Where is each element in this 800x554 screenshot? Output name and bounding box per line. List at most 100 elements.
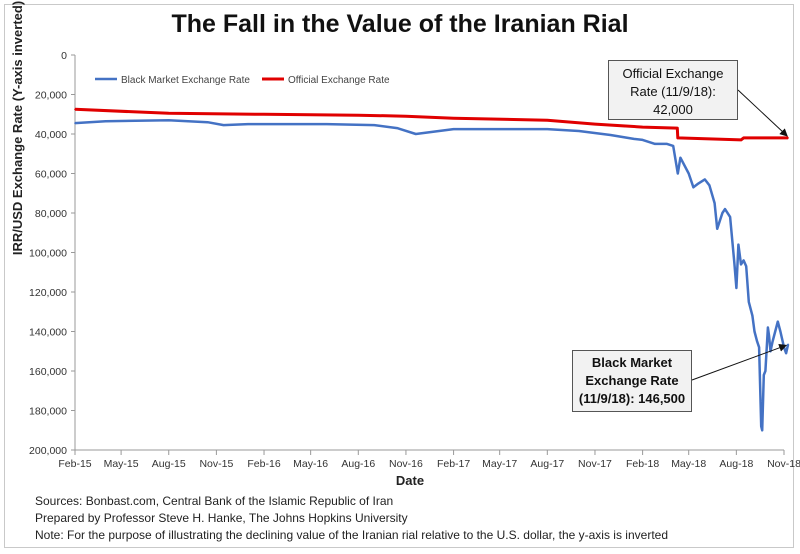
data-point [740, 139, 742, 141]
data-point [357, 114, 360, 116]
x-tick-label: Aug-17 [530, 458, 564, 470]
series-black-market [74, 118, 790, 432]
data-point [278, 123, 280, 125]
data-point [745, 265, 747, 268]
data-point [396, 127, 398, 129]
data-point [692, 186, 695, 189]
data-point [247, 123, 249, 125]
chart-frame [4, 4, 794, 548]
y-tick-label: 60,000 [35, 169, 67, 181]
data-point [679, 156, 682, 159]
data-point [594, 123, 596, 125]
data-point [687, 172, 690, 175]
data-point [733, 261, 736, 264]
x-tick-label: May-17 [482, 458, 517, 470]
x-tick-label: May-16 [293, 458, 328, 470]
footer-prepared-by: Prepared by Professor Steve H. Hanke, Th… [35, 511, 408, 525]
chart-title: The Fall in the Value of the Iranian Ria… [171, 10, 629, 38]
official-callout-line-1: Official Exchange [622, 66, 724, 81]
data-point [785, 352, 787, 355]
data-point [787, 343, 789, 346]
black-callout-line-1: Black Market [591, 355, 673, 370]
y-axis-label: IRR/USD Exchange Rate (Y-axis inverted) [10, 0, 25, 256]
x-tick-label: Aug-16 [341, 458, 375, 470]
data-point [654, 143, 656, 145]
data-point [771, 340, 774, 343]
x-tick-label: Feb-15 [58, 458, 91, 470]
y-tick-label: 80,000 [35, 208, 67, 220]
y-tick-label: 120,000 [29, 287, 67, 299]
footer-sources: Sources: Bonbast.com, Central Bank of th… [35, 494, 394, 508]
data-point [452, 117, 455, 119]
data-point [708, 184, 711, 187]
x-tick-label: Nov-17 [578, 458, 612, 470]
data-point [768, 334, 770, 337]
y-tick-label: 40,000 [35, 129, 67, 141]
data-point [716, 228, 718, 230]
y-tick-label: 0 [61, 50, 67, 62]
data-point [751, 314, 754, 317]
y-tick-label: 20,000 [35, 90, 67, 102]
data-point [546, 119, 549, 121]
legend: Black Market Exchange Rate Official Excha… [95, 75, 390, 86]
official-callout-arrow [737, 89, 788, 137]
series-official [74, 107, 789, 142]
data-point [713, 202, 716, 204]
y-tick-label: 160,000 [29, 366, 67, 378]
data-point [729, 216, 731, 218]
data-point [704, 178, 706, 181]
data-point [737, 243, 740, 246]
data-point [263, 113, 265, 116]
footer-notes: Sources: Bonbast.com, Central Bank of th… [35, 493, 668, 544]
data-point [633, 138, 635, 140]
data-point [167, 119, 170, 121]
series-layer [74, 107, 790, 432]
x-tick-label: Nov-16 [389, 458, 423, 470]
y-tick-label: 200,000 [29, 445, 67, 457]
data-point [74, 122, 76, 124]
x-axis: Feb-15 May-15 Aug-15 Nov-15 Feb-16 May-16 Aug-… [58, 449, 800, 470]
data-point [452, 128, 455, 130]
data-point [641, 126, 644, 128]
data-point [641, 139, 644, 141]
black-callout-line-2: Exchange Rate [585, 373, 679, 388]
data-point [774, 330, 776, 333]
data-point [74, 108, 76, 111]
data-point [758, 346, 760, 349]
official-callout-line-3: 42,000 [653, 102, 693, 117]
data-point [763, 374, 765, 376]
data-point [697, 182, 700, 185]
y-tick-label: 140,000 [29, 327, 67, 339]
data-point [578, 130, 580, 132]
data-point [721, 212, 724, 214]
data-point [777, 320, 779, 323]
x-tick-label: Feb-17 [437, 458, 470, 470]
black-market-callout: Black Market Exchange Rate (11/9/18): 14… [572, 350, 692, 412]
data-point [546, 128, 549, 130]
data-point [609, 134, 612, 136]
data-point [779, 330, 782, 333]
data-point [764, 370, 767, 372]
x-tick-label: Nov-15 [199, 458, 233, 470]
x-tick-label: May-15 [104, 458, 139, 470]
data-point [415, 133, 417, 135]
data-point [104, 120, 107, 122]
data-point [672, 145, 674, 147]
callout-arrows [691, 89, 788, 381]
data-point [325, 123, 328, 125]
x-tick-label: Aug-15 [152, 458, 186, 470]
data-point [753, 330, 756, 333]
x-axis-label: Date [395, 473, 425, 488]
x-tick-label: Feb-18 [626, 458, 659, 470]
data-point [767, 326, 769, 329]
footer-note: Note: For the purpose of illustrating th… [35, 528, 668, 542]
x-tick-label: May-18 [671, 458, 706, 470]
data-point [677, 137, 679, 139]
data-point [373, 124, 376, 126]
data-point [742, 137, 745, 139]
data-point [676, 127, 679, 129]
x-tick-label: Nov-18 [767, 458, 800, 470]
data-point [787, 137, 789, 139]
data-point [666, 143, 668, 145]
